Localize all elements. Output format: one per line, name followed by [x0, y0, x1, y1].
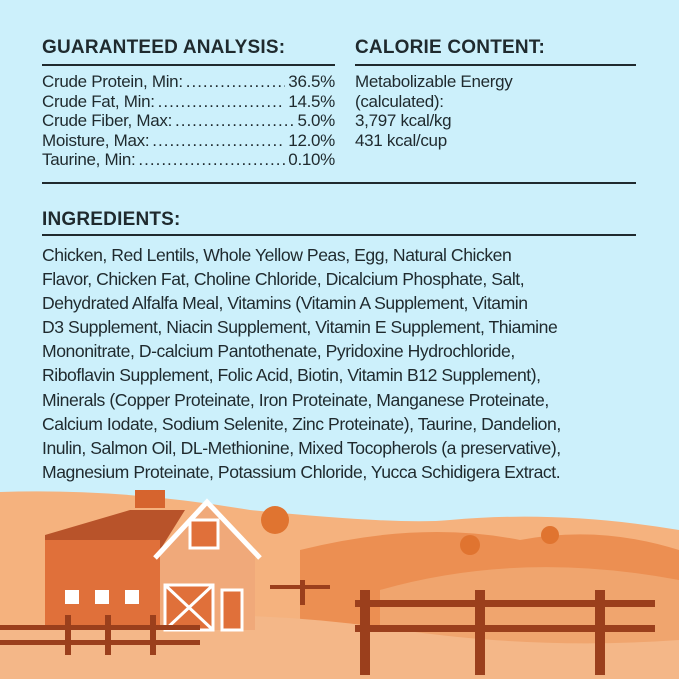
barn: [45, 490, 262, 632]
tree: [541, 526, 559, 544]
ingredients-line: D3 Supplement, Niacin Supplement, Vitami…: [42, 317, 558, 338]
ingredients-line: Chicken, Red Lentils, Whole Yellow Peas,…: [42, 245, 512, 265]
ingredients-line: Magnesium Proteinate, Potassium Chloride…: [42, 461, 561, 482]
row-label: Crude Protein, Min:: [42, 72, 183, 91]
analysis-row: Crude Fiber, Max: 5.0%: [42, 111, 335, 131]
guaranteed-analysis-title: GUARANTEED ANALYSIS:: [42, 37, 286, 58]
farm-landscape-illustration: [0, 490, 679, 679]
ingredients-line: Inulin, Salmon Oil, DL-Methionine, Mixed…: [42, 437, 561, 458]
divider: [42, 64, 335, 66]
row-value: 14.5%: [288, 91, 335, 111]
calorie-content: Metabolizable Energy (calculated): 3,797…: [355, 72, 513, 150]
ingredients-list: Chicken, Red Lentils, Whole Yellow Peas,…: [42, 243, 561, 484]
analysis-row: Moisture, Max: 12.0%: [42, 131, 335, 151]
dot-leader: [138, 150, 285, 170]
calorie-line: Metabolizable Energy: [355, 72, 513, 91]
row-label: Crude Fat, Min:: [42, 91, 155, 111]
calorie-line: 431 kcal/cup: [355, 130, 447, 150]
row-value: 0.10%: [288, 150, 335, 170]
dot-leader: [158, 92, 286, 112]
analysis-row: Crude Fat, Min: 14.5%: [42, 92, 335, 112]
dot-leader: [152, 131, 285, 151]
calorie-line: 3,797 kcal/kg: [355, 111, 452, 131]
analysis-row: Taurine, Min: 0.10%: [42, 150, 335, 170]
tree: [460, 535, 480, 555]
calorie-line: (calculated):: [355, 91, 444, 111]
dot-leader: [175, 111, 294, 131]
tree: [261, 506, 289, 534]
ingredients-line: Calcium Iodate, Sodium Selenite, Zinc Pr…: [42, 413, 561, 434]
divider: [355, 64, 636, 66]
row-value: 12.0%: [288, 130, 335, 150]
analysis-row: Crude Protein, Min: 36.5%: [42, 72, 335, 92]
row-value: 36.5%: [288, 72, 335, 91]
row-value: 5.0%: [297, 111, 335, 131]
row-label: Crude Fiber, Max:: [42, 111, 173, 131]
ingredients-title: INGREDIENTS:: [42, 209, 181, 230]
calorie-content-title: CALORIE CONTENT:: [355, 37, 546, 58]
divider: [42, 234, 636, 236]
ingredients-line: Minerals (Copper Proteinate, Iron Protei…: [42, 389, 549, 410]
ingredients-line: Mononitrate, D-calcium Pantothenate, Pyr…: [42, 341, 515, 362]
dot-leader: [186, 72, 286, 92]
ingredients-line: Dehydrated Alfalfa Meal, Vitamins (Vitam…: [42, 293, 528, 314]
fence: [0, 580, 655, 675]
divider: [42, 182, 636, 184]
ingredients-line: Flavor, Chicken Fat, Choline Chloride, D…: [42, 269, 525, 290]
analysis-table: Crude Protein, Min: 36.5% Crude Fat, Min:…: [42, 72, 335, 170]
row-label: Taurine, Min:: [42, 150, 136, 170]
row-label: Moisture, Max:: [42, 130, 150, 150]
ingredients-line: Riboflavin Supplement, Folic Acid, Bioti…: [42, 365, 541, 386]
